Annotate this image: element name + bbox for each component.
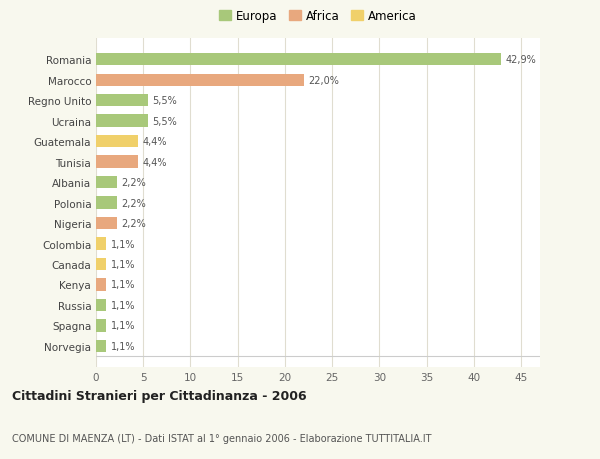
- Bar: [96, 279, 106, 291]
- Text: 5,5%: 5,5%: [152, 96, 178, 106]
- Text: 1,1%: 1,1%: [111, 280, 136, 290]
- Text: 2,2%: 2,2%: [122, 198, 146, 208]
- Bar: [96, 340, 106, 353]
- Bar: [96, 218, 117, 230]
- Bar: [96, 177, 117, 189]
- Bar: [96, 258, 106, 270]
- Text: 2,2%: 2,2%: [122, 178, 146, 188]
- Bar: [96, 299, 106, 311]
- Text: COMUNE DI MAENZA (LT) - Dati ISTAT al 1° gennaio 2006 - Elaborazione TUTTITALIA.: COMUNE DI MAENZA (LT) - Dati ISTAT al 1°…: [12, 433, 431, 442]
- Text: 1,1%: 1,1%: [111, 341, 136, 351]
- Text: 22,0%: 22,0%: [308, 76, 340, 85]
- Text: 4,4%: 4,4%: [142, 137, 167, 147]
- Bar: [96, 115, 148, 128]
- Text: 2,2%: 2,2%: [122, 218, 146, 229]
- Bar: [96, 136, 137, 148]
- Text: Cittadini Stranieri per Cittadinanza - 2006: Cittadini Stranieri per Cittadinanza - 2…: [12, 389, 307, 403]
- Text: 4,4%: 4,4%: [142, 157, 167, 167]
- Bar: [96, 238, 106, 250]
- Text: 1,1%: 1,1%: [111, 300, 136, 310]
- Legend: Europa, Africa, America: Europa, Africa, America: [215, 6, 421, 28]
- Bar: [96, 74, 304, 87]
- Text: 1,1%: 1,1%: [111, 239, 136, 249]
- Text: 1,1%: 1,1%: [111, 321, 136, 330]
- Text: 5,5%: 5,5%: [152, 117, 178, 126]
- Bar: [96, 319, 106, 332]
- Text: 1,1%: 1,1%: [111, 259, 136, 269]
- Bar: [96, 54, 501, 66]
- Text: 42,9%: 42,9%: [506, 55, 537, 65]
- Bar: [96, 95, 148, 107]
- Bar: [96, 156, 137, 168]
- Bar: [96, 197, 117, 209]
